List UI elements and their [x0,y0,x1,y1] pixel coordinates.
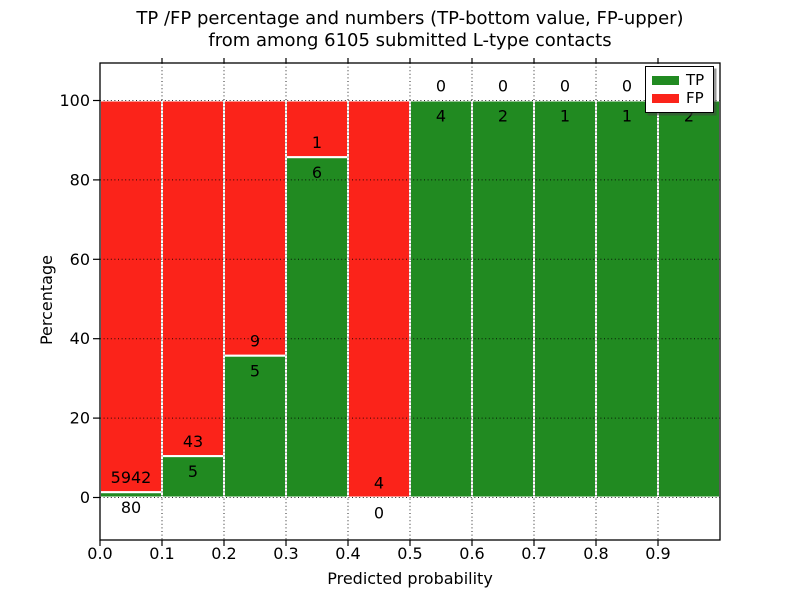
fp-count-label: 5942 [111,468,152,487]
fp-count-label: 0 [436,77,446,96]
bar-segment-tp [161,455,225,499]
fp-count-label: 4 [374,474,384,493]
x-tick-label: 0.6 [459,544,484,563]
y-axis-label: Percentage [37,255,56,345]
x-tick-label: 0.3 [273,544,298,563]
tp-count-label: 1 [622,107,632,126]
x-axis-label: Predicted probability [327,569,493,588]
x-tick-label: 0.8 [583,544,608,563]
tp-count-label: 5 [250,362,260,381]
x-tick-label: 0.4 [335,544,360,563]
bar-segment-tp [409,99,473,499]
legend-row-tp: TP [652,70,707,89]
tp-swatch-icon [652,75,679,85]
tp-count-label: 0 [374,504,384,523]
y-tick-label: 80 [70,170,90,189]
legend-label-tp: TP [686,70,705,89]
y-tick-label: 0 [80,488,90,507]
y-tick-label: 40 [70,329,90,348]
fp-count-label: 1 [312,133,322,152]
x-tick-label: 0.0 [87,544,112,563]
fp-count-label: 9 [250,332,260,351]
tp-count-label: 1 [560,107,570,126]
tp-count-label: 6 [312,163,322,182]
tp-count-label: 4 [436,107,446,126]
bar-segment-fp [347,99,411,499]
bar-segment-tp [99,491,163,499]
bar-segment-tp [657,99,721,499]
fp-count-label: 0 [498,77,508,96]
y-tick-label: 20 [70,409,90,428]
x-tick-label: 0.5 [397,544,422,563]
x-tick-label: 0.9 [645,544,670,563]
bar-segment-fp [161,99,225,458]
tp-count-label: 2 [498,107,508,126]
y-tick-label: 100 [59,91,90,110]
chart-title: TP /FP percentage and numbers (TP-bottom… [100,8,720,52]
chart-title-line2: from among 6105 submitted L-type contact… [208,30,612,51]
x-tick-label: 0.1 [149,544,174,563]
bar-segment-tp [285,156,349,499]
x-tick-label: 0.2 [211,544,236,563]
fp-count-label: 43 [183,432,203,451]
legend: TP FP [645,66,714,113]
tp-count-label: 2 [684,107,694,126]
legend-row-fp: FP [652,91,707,106]
legend-label-fp: FP [686,89,704,108]
fp-count-label: 0 [622,77,632,96]
chart-title-line1: TP /FP percentage and numbers (TP-bottom… [136,8,684,29]
bar-segment-fp [99,99,163,494]
bar-segment-tp [533,99,597,499]
x-tick-label: 0.7 [521,544,546,563]
bar-segment-tp [595,99,659,499]
tp-count-label: 80 [121,498,141,517]
fp-swatch-icon [652,94,679,104]
bar-segment-tp [471,99,535,499]
y-tick-label: 60 [70,250,90,269]
bar-segment-fp [223,99,287,357]
fp-count-label: 0 [560,77,570,96]
tp-count-label: 5 [188,462,198,481]
bar-segment-tp [223,354,287,499]
